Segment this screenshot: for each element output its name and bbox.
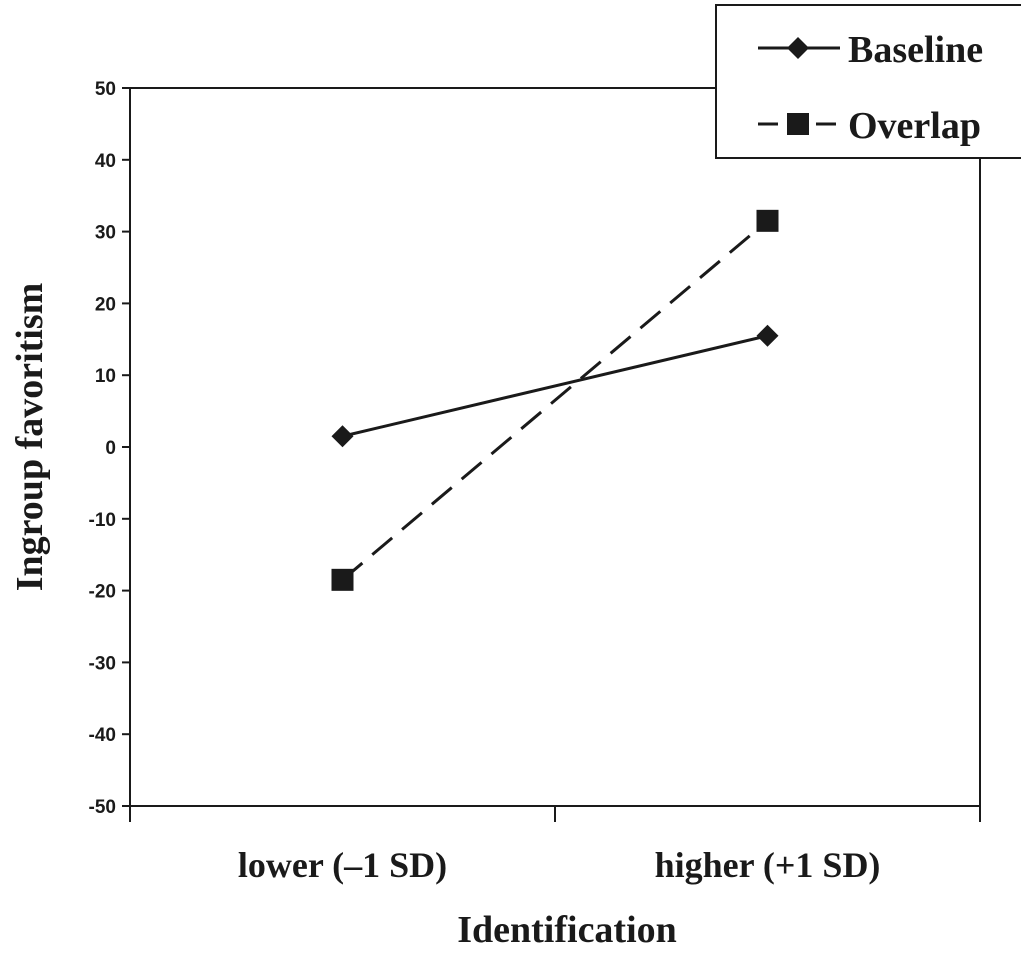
series-baseline [331,324,779,448]
y-tick-label: 40 [95,151,116,172]
x-axis-ticks: lower (–1 SD) higher (+1 SD) [129,806,981,885]
y-tick-label: 10 [95,366,116,387]
series-lines [331,209,779,591]
series-line-baseline [342,334,768,438]
legend-item-baseline: Baseline [758,29,983,71]
legend-baseline-label: Baseline [848,29,983,71]
y-tick-label: 0 [105,438,116,459]
data-point-baseline [331,425,354,448]
y-tick-label: -50 [89,797,116,818]
x-tick-label: lower (–1 SD) [238,845,447,885]
y-tick-label: 30 [95,223,116,244]
legend-item-overlap: Overlap [758,105,981,147]
data-point-overlap [331,568,354,591]
legend: Baseline Overlap [715,4,1021,159]
legend-baseline-diamond-marker [787,37,809,59]
y-tick-label: -20 [89,582,116,603]
y-tick-label: 50 [95,79,116,100]
legend-overlap-square-marker [787,113,809,135]
y-axis-ticks: 50 40 30 20 10 0 -10 -20 -30 -40 -50 [89,79,130,818]
y-tick-label: 20 [95,294,116,315]
y-tick-label: -30 [89,653,116,674]
legend-overlap-label: Overlap [848,105,981,147]
x-tick-label: higher (+1 SD) [655,845,881,885]
y-tick-label: -40 [89,725,116,746]
data-point-overlap [756,209,779,232]
y-tick-label: -10 [89,510,116,531]
x-axis-label: Identification [457,909,677,951]
data-point-baseline [756,324,779,347]
legend-box [715,4,1021,159]
plot-axes [129,87,981,807]
series-line-overlap [341,219,769,581]
y-axis-label: Ingroup favoritism [9,283,51,592]
series-overlap [331,209,779,591]
